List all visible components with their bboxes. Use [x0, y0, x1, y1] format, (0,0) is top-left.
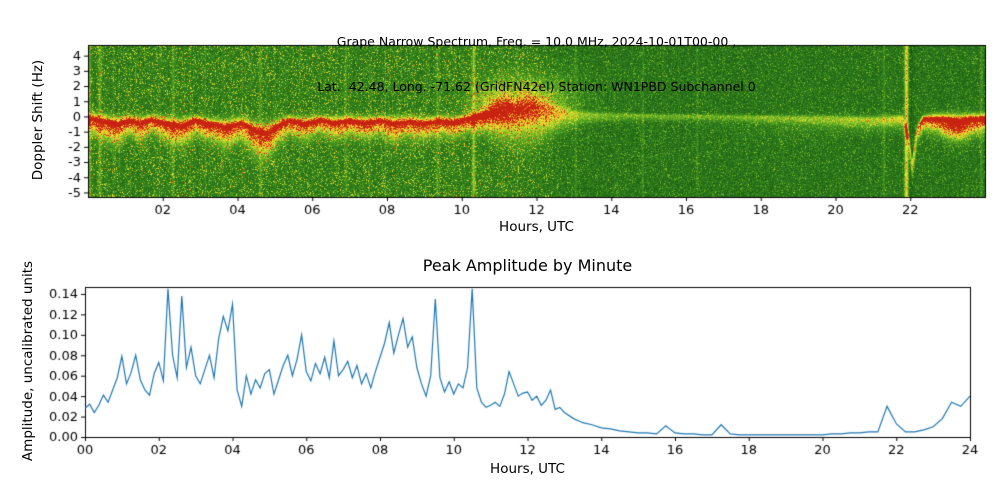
amplitude-xlabel: Hours, UTC: [490, 461, 565, 477]
amplitude-title: Peak Amplitude by Minute: [422, 256, 633, 275]
spectrogram-title: Grape Narrow Spectrum, Freq. = 10.0 MHz,…: [88, 4, 985, 124]
spectrogram-title-line2: Lat. 42.48, Long. -71.62 (GridFN42el) St…: [317, 79, 756, 94]
amplitude-ylabel: Amplitude, uncalibrated units: [20, 260, 36, 462]
spectrogram-xlabel: Hours, UTC: [499, 219, 574, 235]
spectrogram-title-line1: Grape Narrow Spectrum, Freq. = 10.0 MHz,…: [336, 34, 737, 49]
spectrogram-ylabel: Doppler Shift (Hz): [30, 59, 46, 181]
